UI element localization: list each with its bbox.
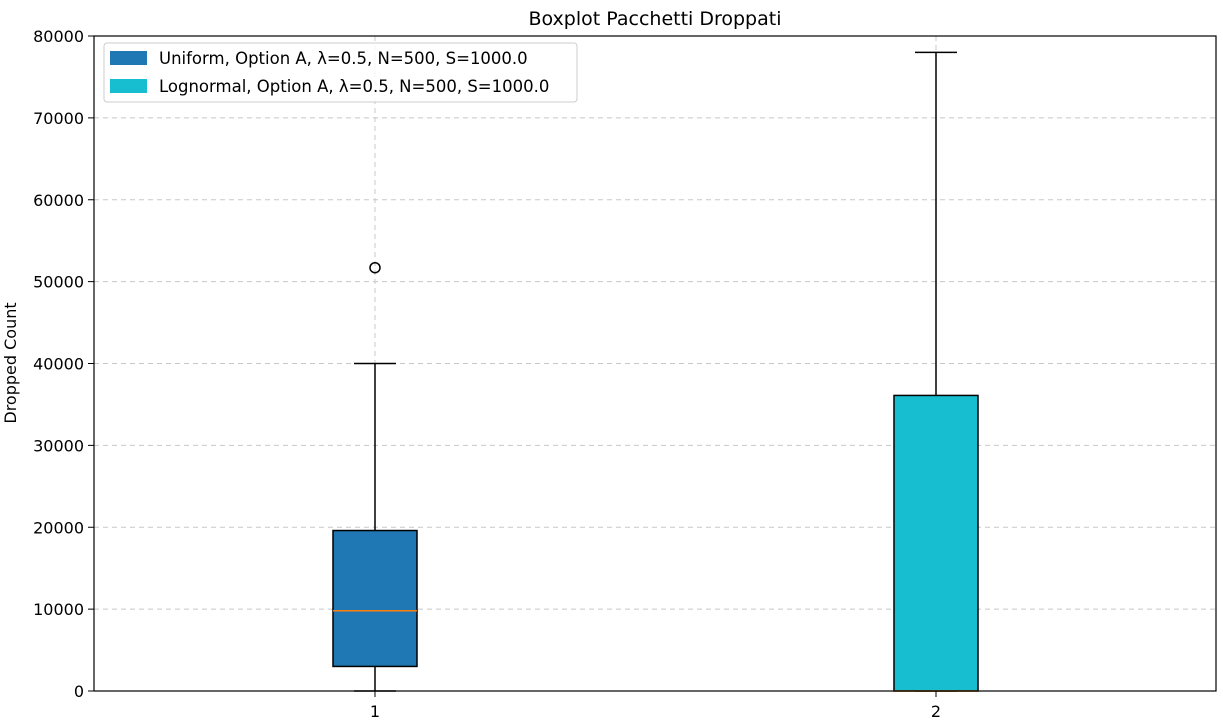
y-tick-label: 30000	[33, 436, 84, 455]
y-tick-label: 60000	[33, 191, 84, 210]
outlier-point	[369, 261, 381, 274]
legend-label-uniform: Uniform, Option A, λ=0.5, N=500, S=1000.…	[159, 49, 528, 68]
axis-layer: 0 10000 20000 30000 40000 50000 60000 70000 8000…	[33, 27, 941, 721]
y-tick-label: 10000	[33, 600, 84, 619]
grid-layer	[94, 36, 1216, 691]
legend: Uniform, Option A, λ=0.5, N=500, S=1000.…	[103, 42, 578, 103]
y-tick-label: 80000	[33, 27, 84, 46]
y-tick-label: 20000	[33, 518, 84, 537]
legend-swatch-uniform	[110, 51, 147, 65]
y-tick-label: 40000	[33, 355, 84, 374]
x-tick-label: 2	[931, 702, 941, 721]
y-tick-label: 0	[74, 682, 84, 701]
chart-title: Boxplot Pacchetti Droppati	[528, 8, 781, 30]
legend-label-lognormal: Lognormal, Option A, λ=0.5, N=500, S=100…	[159, 77, 549, 96]
y-axis-title: Dropped Count	[1, 302, 20, 423]
y-tick-label: 70000	[33, 109, 84, 128]
box-iqr	[893, 394, 979, 692]
legend-swatch-lognormal	[110, 79, 147, 93]
box-iqr	[332, 529, 418, 668]
legend-frame	[103, 42, 578, 103]
x-tick-label: 1	[370, 702, 380, 721]
box-layer	[332, 51, 979, 692]
y-tick-label: 50000	[33, 273, 84, 292]
